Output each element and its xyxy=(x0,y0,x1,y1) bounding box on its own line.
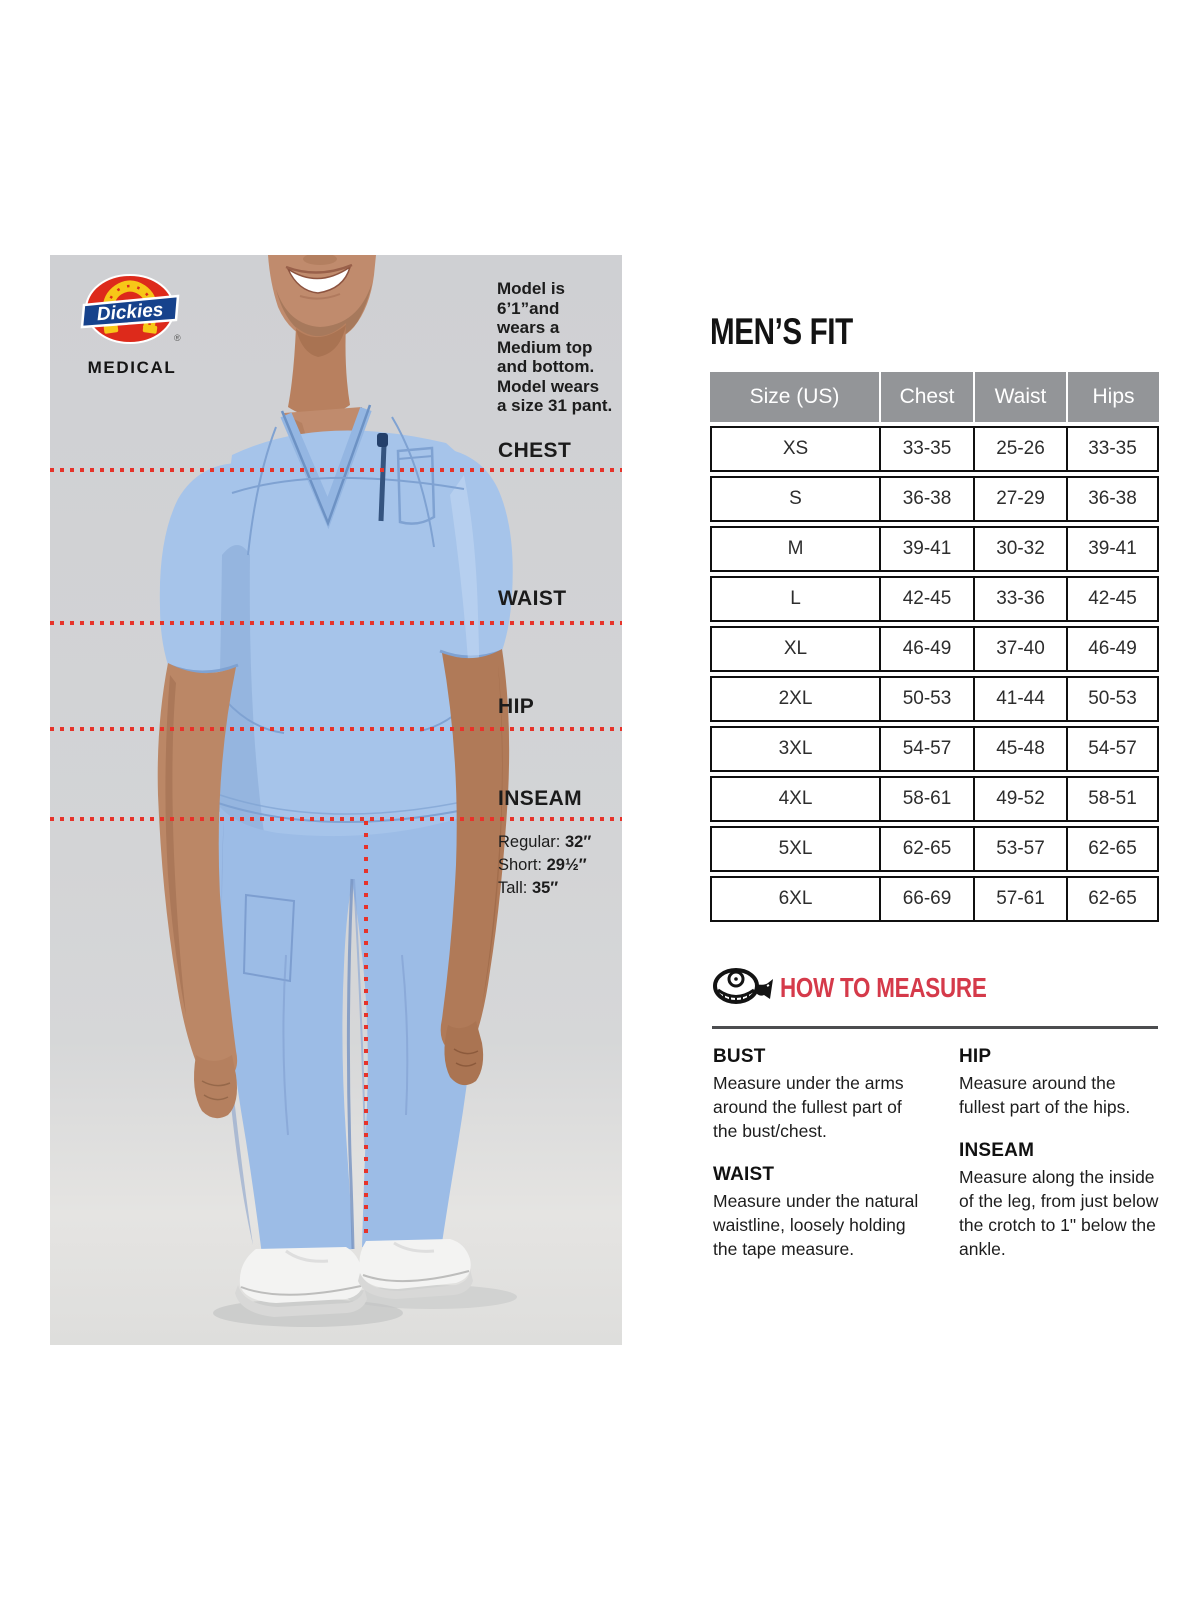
how-to-measure-title: HOW TO MEASURE xyxy=(780,972,987,1003)
header-chest: Chest xyxy=(879,372,973,422)
size-row-2xl: 2XL 50-53 41-44 50-53 xyxy=(710,676,1159,722)
size-row-m: M 39-41 30-32 39-41 xyxy=(710,526,1159,572)
section-divider xyxy=(712,1026,1158,1029)
waist-label: WAIST xyxy=(498,587,567,610)
inseam-length-regular: Regular: 32″ xyxy=(498,833,592,851)
model-info-note: Model is 6’1”and wears a Medium top and … xyxy=(497,279,613,415)
tape-measure-icon xyxy=(713,968,773,1004)
scrubs-model-illustration xyxy=(157,255,517,1327)
measure-instruction-inseam: INSEAM Measure along the inside of the l… xyxy=(959,1140,1159,1259)
svg-text:Dickies: Dickies xyxy=(96,300,164,326)
hip-measure-line xyxy=(50,727,622,731)
size-row-4xl: 4XL 58-61 49-52 58-51 xyxy=(710,776,1159,822)
measure-instruction-bust: BUST Measure under the arms around the f… xyxy=(713,1046,904,1141)
header-waist: Waist xyxy=(973,372,1066,422)
chest-label: CHEST xyxy=(498,439,572,462)
size-row-xs: XS 33-35 25-26 33-35 xyxy=(710,426,1159,472)
measure-instructions-left: BUST Measure under the arms around the f… xyxy=(713,1046,927,1282)
dickies-logo: Dickies ® xyxy=(80,274,181,344)
size-row-l: L 42-45 33-36 42-45 xyxy=(710,576,1159,622)
size-row-6xl: 6XL 66-69 57-61 62-65 xyxy=(710,876,1159,922)
measure-instruction-waist: WAIST Measure under the natural waistlin… xyxy=(713,1164,919,1259)
measure-instruction-hip: HIP Measure around the fullest part of t… xyxy=(959,1046,1131,1117)
hip-label: HIP xyxy=(498,695,535,718)
svg-text:®: ® xyxy=(174,333,181,343)
chest-measure-line xyxy=(50,468,622,472)
brand-block: Dickies ® MEDICAL xyxy=(80,273,184,378)
size-row-xl: XL 46-49 37-40 46-49 xyxy=(710,626,1159,672)
mens-fit-title: MEN’S FIT xyxy=(710,311,853,352)
size-row-s: S 36-38 27-29 36-38 xyxy=(710,476,1159,522)
header-size: Size (US) xyxy=(749,385,840,408)
inseam-length-options: Regular: 32″ Short: 29½″ Tall: 35″ xyxy=(498,831,591,900)
size-row-5xl: 5XL 62-65 53-57 62-65 xyxy=(710,826,1159,872)
inseam-length-short: Short: 29½″ xyxy=(498,856,587,874)
inseam-vertical-line xyxy=(364,821,368,1233)
inseam-label: INSEAM xyxy=(498,787,583,810)
inseam-length-tall: Tall: 35″ xyxy=(498,879,559,897)
model-photo-panel: CHEST WAIST HIP INSEAM Regular: 32″ Shor… xyxy=(50,255,622,1345)
size-chart-table: Size (US) Chest Waist Hips XS 33-35 25-26 3… xyxy=(710,372,1159,922)
size-chart-header-row: Size (US) Chest Waist Hips xyxy=(710,372,1159,422)
header-hips: Hips xyxy=(1066,372,1159,422)
size-row-3xl: 3XL 54-57 45-48 54-57 xyxy=(710,726,1159,772)
inseam-measure-line xyxy=(50,817,622,821)
brand-medical-label: MEDICAL xyxy=(87,358,177,377)
waist-measure-line xyxy=(50,621,622,625)
measure-instructions-right: HIP Measure around the fullest part of t… xyxy=(959,1046,1165,1282)
